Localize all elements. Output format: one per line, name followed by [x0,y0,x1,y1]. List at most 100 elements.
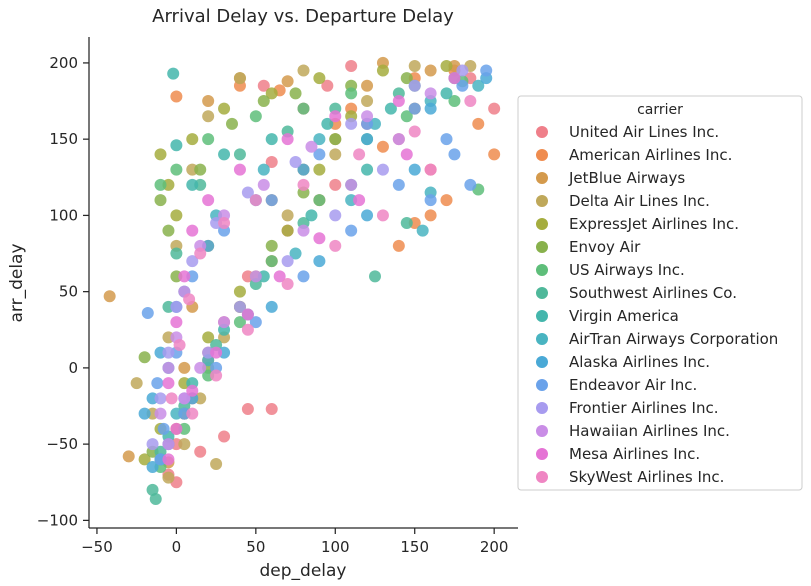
data-point [400,148,413,161]
legend-items: United Air Lines Inc. American Airlines I… [536,123,778,486]
legend-item: Endeavor Air Inc. [536,376,697,394]
legend-marker [536,471,548,483]
data-point [361,133,374,146]
data-point [353,194,366,207]
data-point [146,483,159,496]
data-point [305,140,318,153]
legend-marker [536,218,548,230]
x-tick-label: 100 [321,538,350,556]
y-tick-label: 200 [49,54,78,72]
legend-label: Virgin America [569,307,679,325]
data-point [186,384,199,397]
data-point [440,133,453,146]
y-tick-label: −100 [37,511,78,529]
data-point [249,110,262,123]
data-point [440,59,453,72]
data-point [154,194,167,207]
data-point [141,306,154,319]
data-point [249,194,262,207]
data-point [464,178,477,191]
data-point [297,224,310,237]
data-point [369,270,381,283]
data-point [400,217,413,230]
data-point [329,133,342,146]
data-point [130,377,143,390]
data-point [305,209,318,222]
data-point [281,209,294,222]
data-point [281,133,294,146]
data-point [257,79,270,92]
data-point [480,64,493,77]
data-point [448,148,461,161]
data-point [186,255,199,268]
data-point [281,75,294,88]
data-point [392,178,405,191]
data-point [202,110,215,123]
data-point [456,64,469,77]
data-point [408,59,421,72]
data-point [210,346,223,359]
data-point [157,422,170,435]
data-point [361,95,374,108]
data-point [329,148,342,161]
data-point [313,72,326,85]
data-point [265,300,278,313]
data-point [345,117,358,130]
data-point [218,316,231,329]
data-point [313,133,326,146]
legend-label: JetBlue Airways [568,169,685,187]
data-point [154,148,167,161]
data-point [321,79,334,92]
data-point [297,163,310,176]
series-15 [165,95,477,420]
data-point [210,369,223,382]
x-ticks: −50 0 50 100 150 200 [81,528,508,556]
data-point [472,79,485,92]
legend-marker [536,379,548,391]
data-point [103,290,116,303]
data-point [376,209,389,222]
legend-item: American Airlines Inc. [536,146,732,164]
data-point [329,239,342,252]
data-point [376,163,389,176]
data-point [265,239,278,252]
legend-item: Virgin America [536,307,679,325]
data-point [408,102,421,115]
data-point [170,209,183,222]
data-point [138,351,151,364]
data-point [361,163,374,176]
data-point [162,438,175,451]
legend-label: Delta Air Lines Inc. [569,192,710,210]
data-point [170,300,183,313]
legend-title: carrier [637,102,683,118]
data-point [408,79,421,92]
data-point [329,209,342,222]
data-point [241,186,254,199]
data-point [289,87,302,100]
data-point [424,194,437,207]
data-point [167,67,180,80]
legend-item: AirTran Airways Corporation [536,330,778,348]
data-point [233,148,246,161]
data-point [456,79,469,92]
data-point [297,102,310,115]
data-point [384,102,397,115]
data-point [186,133,199,146]
data-point [440,87,453,100]
data-point [202,95,215,108]
data-point [257,163,270,176]
data-point [178,270,191,283]
data-point [202,133,215,146]
legend-marker [536,310,548,322]
data-point [202,331,215,344]
data-point [233,316,246,329]
data-point [281,224,294,237]
data-point [146,461,159,474]
data-point [170,90,183,103]
data-point [321,117,334,130]
data-point [154,178,167,191]
legend-label: Mesa Airlines Inc. [569,445,700,463]
data-point [210,457,223,470]
data-point [424,102,437,115]
